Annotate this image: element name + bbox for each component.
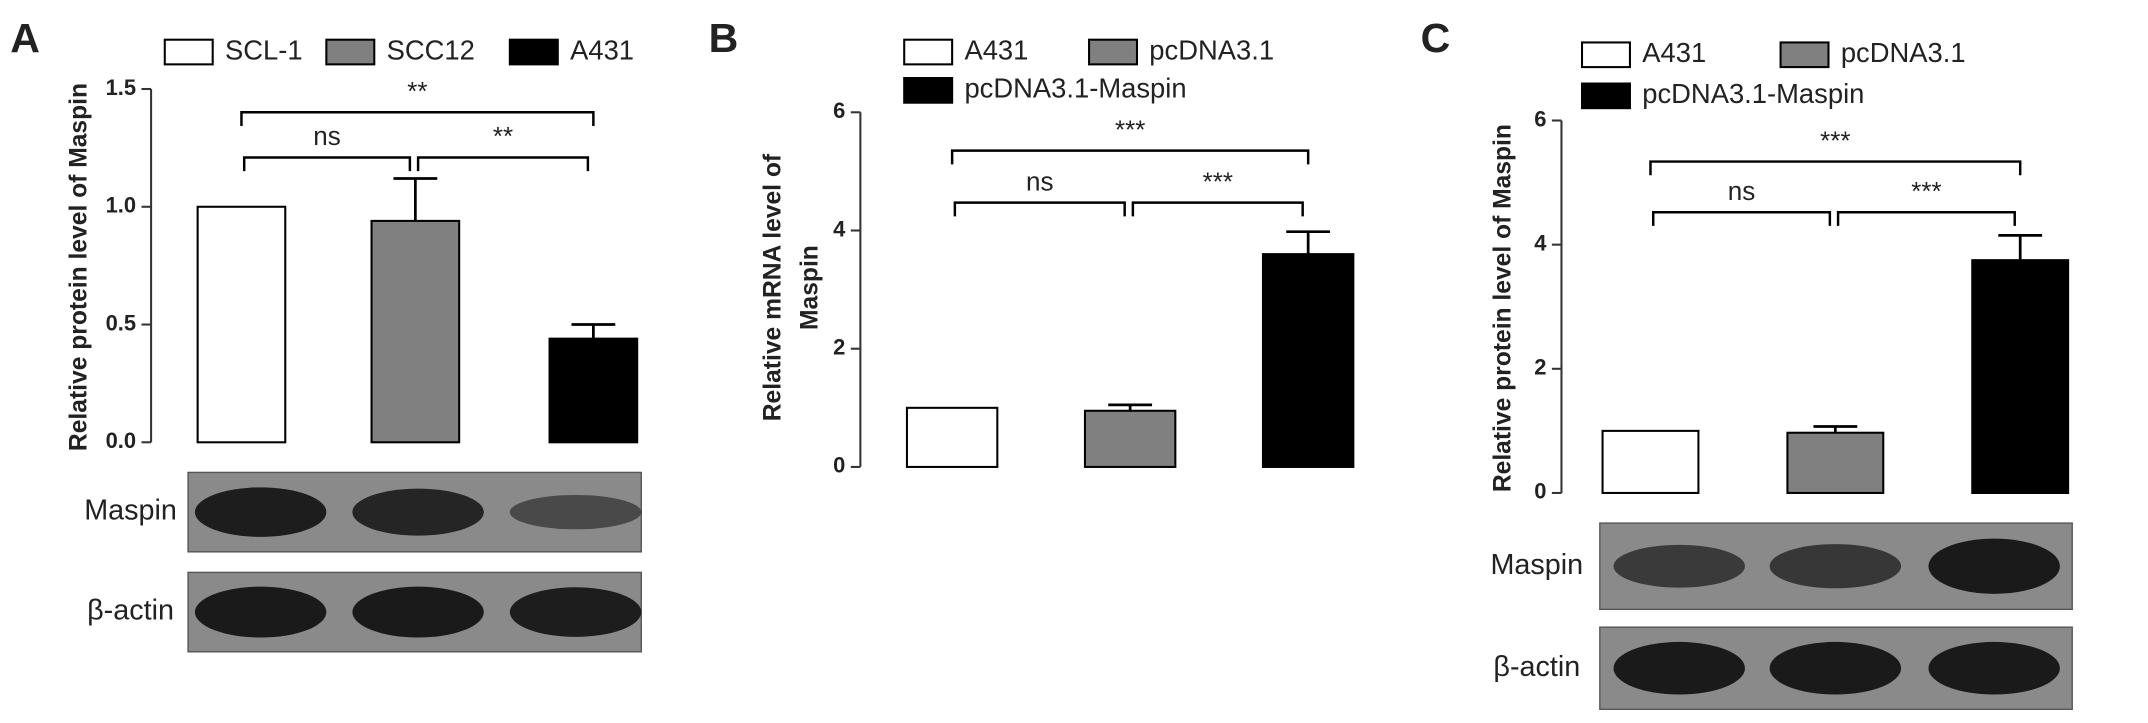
blot-band xyxy=(352,586,484,638)
legend-label: A431 xyxy=(964,34,1028,65)
y-tick-label: 0 xyxy=(1534,479,1546,504)
significance-label: *** xyxy=(1115,114,1145,144)
legend-label: SCL-1 xyxy=(225,34,303,65)
legend-swatch xyxy=(1779,41,1830,69)
legend-swatch xyxy=(1580,41,1631,69)
legend-swatch xyxy=(163,38,214,66)
y-tick-label: 2 xyxy=(1534,355,1546,380)
significance-label: ns xyxy=(1026,166,1053,196)
blot-band xyxy=(1613,641,1745,695)
bar xyxy=(1083,409,1177,468)
blot-band xyxy=(194,487,327,537)
y-tick-label: 4 xyxy=(1534,230,1547,255)
y-tick-label: 1.0 xyxy=(106,193,136,218)
blot-label: β-actin xyxy=(87,595,174,627)
y-tick-label: 6 xyxy=(833,98,845,123)
y-tick-label: 0 xyxy=(833,453,845,478)
significance-bracket xyxy=(1131,201,1304,217)
bar xyxy=(370,219,461,444)
bar xyxy=(1261,253,1355,468)
error-bar xyxy=(1998,233,2043,261)
significance-bracket xyxy=(950,149,1310,165)
panel-label: C xyxy=(1421,15,1451,61)
y-tick-label: 1.5 xyxy=(106,75,136,100)
y-axis-label: Maspin xyxy=(797,245,824,330)
significance-bracket xyxy=(1836,211,2016,226)
significance-bracket xyxy=(1651,211,1832,226)
significance-bracket xyxy=(416,156,590,172)
significance-label: *** xyxy=(1203,166,1233,196)
legend-label: A431 xyxy=(1642,37,1706,68)
legend-swatch xyxy=(508,38,559,66)
significance-label: ns xyxy=(313,121,340,151)
panel-label: B xyxy=(709,15,739,61)
blot-label: β-actin xyxy=(1493,651,1580,683)
blot-label: Maspin xyxy=(1490,549,1583,581)
blot-band xyxy=(1769,641,1902,695)
legend-label: pcDNA3.1-Maspin xyxy=(964,73,1186,104)
bar xyxy=(1601,429,1700,494)
y-tick-label: 6 xyxy=(1534,106,1546,131)
blot-band xyxy=(1928,641,2060,695)
blot-band xyxy=(1613,544,1745,588)
error-bar xyxy=(1813,425,1858,433)
error-bar xyxy=(571,323,616,339)
legend-swatch xyxy=(903,77,954,104)
blot-label: Maspin xyxy=(84,495,177,527)
legend-label: SCC12 xyxy=(387,34,475,65)
significance-label: ** xyxy=(407,76,427,106)
legend-label: A431 xyxy=(570,34,634,65)
y-tick-label: 0.5 xyxy=(106,310,136,335)
blot-band xyxy=(1928,538,2060,594)
significance-label: *** xyxy=(1820,125,1850,155)
significance-bracket xyxy=(953,201,1126,217)
blot-band xyxy=(509,587,642,637)
error-bar xyxy=(393,177,438,221)
significance-label: ns xyxy=(1728,176,1755,206)
legend-label: pcDNA3.1-Maspin xyxy=(1642,78,1864,109)
significance-label: *** xyxy=(1911,176,1941,206)
error-bar xyxy=(1286,230,1331,255)
legend-swatch xyxy=(903,38,954,66)
y-tick-label: 0.0 xyxy=(106,428,136,453)
y-tick-label: 4 xyxy=(833,216,846,241)
bar xyxy=(196,205,287,444)
bar xyxy=(548,337,639,444)
bar xyxy=(1786,431,1885,494)
blot-band xyxy=(352,488,484,536)
y-axis-label: Relative protein level of Maspin xyxy=(65,83,92,451)
legend-swatch xyxy=(325,38,376,66)
y-axis-label: Relative protein level of Maspin xyxy=(1489,124,1516,492)
significance-bracket xyxy=(242,156,412,172)
y-axis-label: Relative mRNA level of xyxy=(760,153,787,421)
significance-bracket xyxy=(1649,160,2022,176)
blot-band xyxy=(509,494,642,530)
blot-band xyxy=(1769,544,1902,589)
legend-swatch xyxy=(1088,38,1139,66)
legend-swatch xyxy=(1580,82,1631,110)
significance-bracket xyxy=(240,111,595,126)
blot-band xyxy=(194,586,327,638)
bar xyxy=(905,406,999,468)
y-tick-label: 2 xyxy=(833,335,845,360)
legend-label: pcDNA3.1 xyxy=(1149,34,1274,65)
panel-label: A xyxy=(10,15,40,61)
significance-label: ** xyxy=(493,121,513,151)
legend-label: pcDNA3.1 xyxy=(1841,37,1966,68)
bar xyxy=(1971,259,2070,494)
